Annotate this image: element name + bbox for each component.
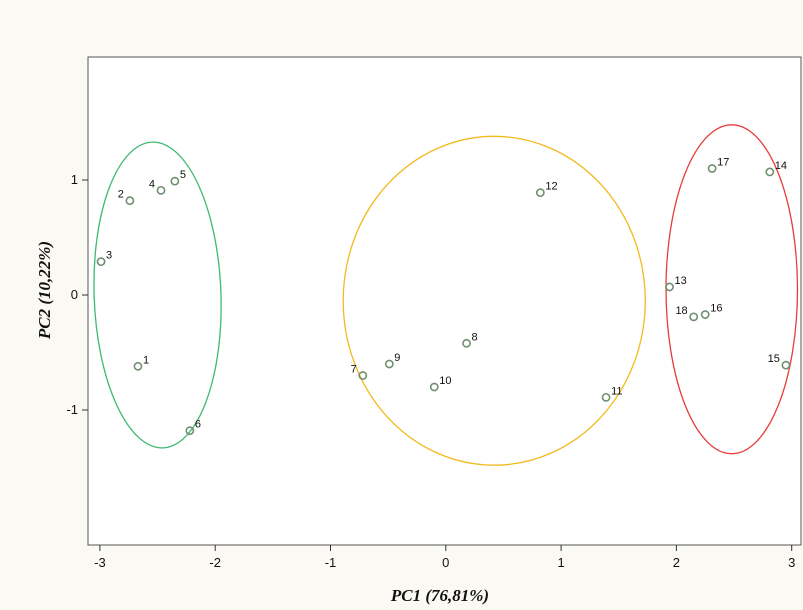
data-point xyxy=(781,360,791,370)
point-label: 3 xyxy=(106,250,112,262)
point-label: 8 xyxy=(472,331,478,343)
data-point xyxy=(185,426,195,436)
point-label: 12 xyxy=(545,181,557,193)
point-label: 13 xyxy=(674,275,686,287)
data-point xyxy=(665,282,674,292)
point-label: 6 xyxy=(195,419,201,431)
point-label: 1 xyxy=(143,354,149,366)
y-axis-title: PC2 (10,22%) xyxy=(35,241,54,340)
y-tick-label: -1 xyxy=(66,402,78,417)
x-tick-label: -1 xyxy=(325,555,337,570)
cluster-ellipse-1 xyxy=(93,141,222,449)
data-point xyxy=(358,371,368,380)
data-point xyxy=(133,361,143,371)
data-point xyxy=(96,257,106,267)
point-label: 17 xyxy=(717,157,729,169)
x-tick-label: 3 xyxy=(788,555,795,570)
y-axis-ticks: -1 0 1 xyxy=(66,172,88,417)
point-label: 5 xyxy=(180,169,186,181)
data-point xyxy=(700,310,710,319)
data-point xyxy=(765,167,775,177)
plot-frame xyxy=(87,56,802,546)
data-point xyxy=(384,359,394,369)
point-label: 14 xyxy=(775,160,787,172)
x-axis-title: PC1 (76,81%) xyxy=(390,586,489,605)
x-tick-label: -2 xyxy=(209,555,221,570)
data-point xyxy=(170,176,180,186)
point-label: 16 xyxy=(710,303,722,315)
data-point xyxy=(689,312,699,322)
cluster-ellipses xyxy=(93,124,799,466)
data-point xyxy=(429,382,439,392)
data-point xyxy=(156,185,166,195)
y-tick-label: 0 xyxy=(71,287,78,302)
x-tick-label: -3 xyxy=(94,555,106,570)
x-tick-label: 0 xyxy=(442,555,449,570)
data-point xyxy=(535,188,545,198)
point-label: 15 xyxy=(768,353,780,365)
x-axis-ticks: -3 -2 -1 0 1 2 3 xyxy=(94,545,795,570)
point-label: 18 xyxy=(675,305,687,317)
data-point xyxy=(462,338,471,348)
cluster-ellipse-2 xyxy=(342,135,646,466)
x-tick-label: 2 xyxy=(673,555,680,570)
point-label: 11 xyxy=(611,385,622,397)
x-tick-label: 1 xyxy=(557,555,564,570)
y-tick-label: 1 xyxy=(71,172,78,187)
data-point xyxy=(707,164,717,173)
point-label: 10 xyxy=(439,375,451,387)
point-label: 2 xyxy=(118,189,124,201)
point-label: 9 xyxy=(394,352,400,364)
data-point xyxy=(125,196,135,206)
data-point xyxy=(601,392,611,402)
point-label: 7 xyxy=(351,364,357,376)
point-label: 4 xyxy=(149,178,155,190)
